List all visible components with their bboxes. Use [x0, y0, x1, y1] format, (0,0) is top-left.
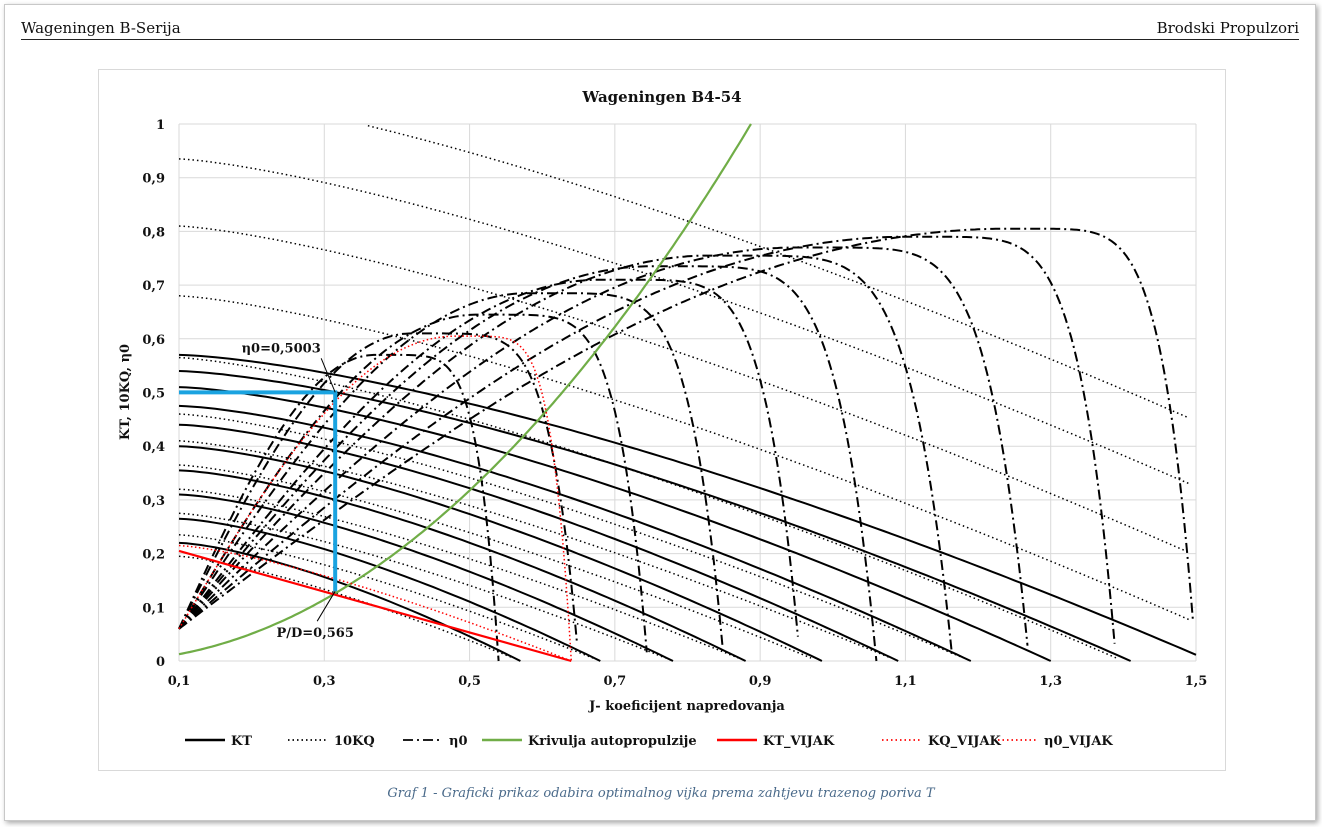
y-axis-label: KT, 10KQ, η0 [118, 344, 133, 440]
y-tick-label: 1 [156, 118, 165, 133]
x-tick-label: 0,5 [458, 674, 481, 689]
pd-annotation: P/D=0,565 [276, 626, 353, 641]
header-rule [21, 39, 1299, 40]
eta-annotation: η0=0,5003 [242, 341, 321, 356]
y-tick-label: 0,7 [142, 279, 165, 294]
eta-vijak-curve [178, 335, 573, 662]
x-tick-label: 0,3 [313, 674, 336, 689]
curve-layer: η0=0,5003 P/D=0,565 [178, 123, 1197, 663]
x-tick-label: 0,7 [604, 674, 627, 689]
kt-curve [178, 386, 1052, 662]
pd-annotation-leader [316, 590, 336, 622]
x-tick-label: 0,1 [168, 674, 191, 689]
kq-curve [367, 124, 1190, 419]
legend-label: 10KQ [334, 734, 375, 749]
kt-curve [178, 541, 521, 662]
y-tick-label: 0,5 [142, 387, 165, 402]
header-right: Brodski Propulzori [1156, 19, 1299, 37]
eta-curve [178, 278, 799, 637]
kq-curve [178, 356, 1117, 659]
kt-curve [178, 353, 1197, 656]
header-left: Wageningen B-Serija [21, 19, 181, 37]
legend-label: Krivulja autopropulzije [528, 734, 697, 749]
eta-curve [178, 227, 1195, 630]
kq-curve [178, 464, 812, 659]
eta-curve [178, 332, 579, 645]
kt-curve [178, 517, 601, 662]
axis-layer: 00,10,20,30,40,50,60,70,80,910,1 0,3 0,5 0,… [142, 118, 1207, 689]
figure-caption: Graf 1 - Graficki prikaz odabira optimal… [387, 786, 935, 801]
legend-label: KT_VIJAK [763, 734, 835, 749]
y-tick-label: 0,3 [142, 494, 165, 509]
kt-curve [178, 445, 823, 662]
x-tick-label: 1,3 [1039, 674, 1062, 689]
legend-label: KT [231, 734, 252, 749]
eta-curve [178, 292, 724, 646]
kq-curve [178, 295, 1190, 621]
y-tick-label: 0,9 [142, 172, 165, 187]
legend-label: KQ_VIJAK [928, 734, 1002, 749]
legend: KT 10KQ η0 Krivulja autopropulzije KT_VIJAK K… [185, 734, 1113, 749]
y-tick-label: 0,1 [142, 601, 165, 616]
y-tick-label: 0 [156, 655, 165, 670]
chart-title: Wageningen B4-54 [581, 88, 741, 106]
y-tick-label: 0,2 [142, 548, 165, 563]
eta-curve [178, 353, 500, 662]
eta-annotation-leader [320, 358, 336, 393]
y-tick-label: 0,8 [142, 225, 165, 240]
x-tick-label: 0,9 [749, 674, 772, 689]
autopropulsion-curve [178, 123, 752, 656]
chart-container: Wageningen B4-54 η0=0,5003 P/D=0,565 0 0,1… [98, 69, 1226, 771]
y-tick-label: 0,4 [142, 440, 165, 455]
kq-curve [178, 512, 666, 659]
eta-curve [178, 313, 648, 653]
x-tick-label: 1,1 [894, 674, 917, 689]
kt-curve [178, 469, 747, 662]
kq-curve [178, 555, 514, 659]
kt-curve [178, 404, 972, 662]
eta-curve [178, 254, 953, 654]
eta-curve [178, 246, 1029, 646]
x-axis-label: J- koeficijent napredovanja [588, 699, 785, 714]
legend-label: η0 [449, 734, 468, 749]
x-tick-label: 1,5 [1185, 674, 1208, 689]
y-tick-label: 0,6 [142, 333, 165, 348]
kq-curve [178, 225, 1190, 553]
kt-vijak-line [178, 549, 572, 663]
legend-label: η0_VIJAK [1044, 734, 1113, 749]
